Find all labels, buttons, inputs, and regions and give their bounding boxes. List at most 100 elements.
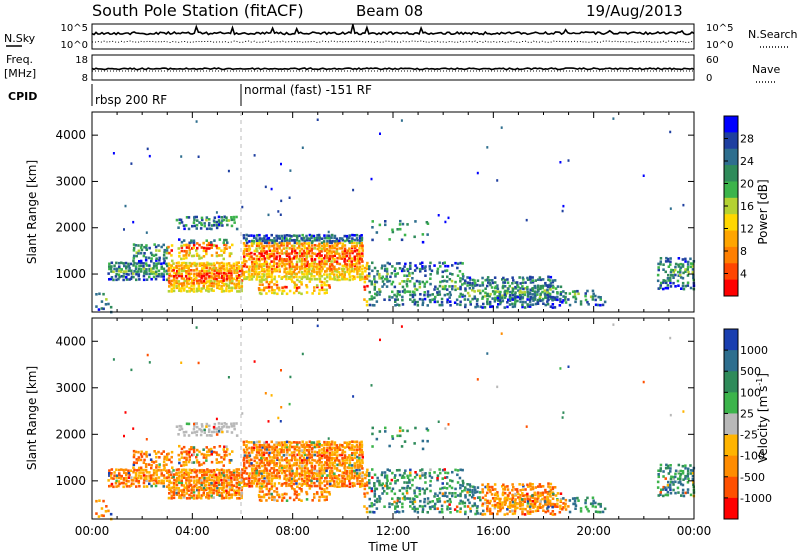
power-cell [456,287,460,290]
power-cell [305,238,309,242]
velocity-cell [316,479,319,483]
velocity-cell [518,498,521,501]
velocity-cell [218,445,222,448]
power-cell [142,274,146,278]
power-cell [225,247,228,250]
power-cell [195,276,198,280]
power-cell [255,275,259,279]
velocity-cell [102,499,105,503]
velocity-cell [262,456,266,459]
velocity-cell [221,425,224,429]
power-cell [325,244,329,247]
power-cell [202,280,206,283]
power-cell [439,280,442,284]
velocity-cell [406,474,409,478]
velocity-cell [528,498,532,501]
power-cell [406,269,410,273]
power-cell [466,291,470,295]
velocity-cell [295,463,298,467]
power-cell [315,267,319,271]
power-cell [305,234,308,238]
velocity-cell [238,480,241,484]
power-cell [363,285,366,289]
power-cell [667,265,671,268]
power-cell [295,239,299,242]
velocity-cell [521,512,524,516]
velocity-cell [301,461,304,465]
velocity-cell [491,504,494,507]
velocity-cell [508,491,511,495]
power-cell [145,272,148,276]
vel-cbar-tick-label: -500 [740,471,765,484]
power-cell [366,274,369,277]
power-cell [275,269,279,273]
power-cell [415,288,419,292]
velocity-cell [657,473,660,476]
velocity-cell [503,497,506,501]
vel-cbar-swatch [724,392,738,414]
velocity-cell [143,476,146,480]
velocity-cell [263,441,266,445]
velocity-cell [662,485,665,489]
velocity-cell [258,462,262,465]
velocity-cell [198,481,201,485]
velocity-cell [292,482,296,486]
velocity-cell [225,484,229,488]
power-cell [225,267,228,270]
power-cell [311,240,314,243]
power-cell [188,274,191,278]
power-cell [454,285,457,288]
power-cell [518,276,521,279]
velocity-cell [245,451,248,454]
velocity-cell [237,489,240,492]
velocity-cell [333,457,336,460]
velocity-cell [267,479,271,483]
velocity-cell [243,462,246,465]
power-cell [423,291,426,294]
velocity-cell [137,480,141,483]
power-cell [333,265,336,269]
velocity-cell [684,474,687,478]
velocity-cell [220,473,223,476]
velocity-cell [273,469,276,472]
power-cell [168,285,171,288]
velocity-cell [343,466,346,470]
velocity-cell [356,455,359,459]
power-cell [681,265,685,268]
power-cell [549,284,552,288]
power-cell [391,265,394,268]
power-cell [192,243,196,247]
velocity-cell [118,473,121,477]
velocity-cell [213,486,216,490]
power-cell [298,275,301,279]
power-cell [270,275,273,279]
power-cell [497,290,500,293]
power-cell [155,249,158,252]
power-cell [112,270,115,274]
velocity-cell [158,465,161,469]
velocity-cell [384,426,387,430]
power-cell [409,293,412,297]
power-cell [306,237,309,240]
velocity-cell [296,485,299,488]
power-cell [554,298,558,301]
velocity-cell [476,490,479,494]
velocity-cell [516,490,519,494]
velocity-cell [288,469,291,473]
power-cell [295,267,299,270]
power-cell [396,272,399,275]
velocity-cell [353,440,356,444]
nave-tick-low: 0 [706,73,712,84]
velocity-cell [425,427,429,431]
velocity-cell [478,496,481,499]
velocity-cell [328,476,332,480]
power-cell [213,216,217,219]
power-cell [360,234,363,237]
velocity-cell [278,495,281,499]
power-cell [328,247,332,250]
power-cell [196,287,199,291]
velocity-cell [419,499,422,503]
power-cell [278,247,281,250]
velocity-cell [469,507,472,510]
velocity-cell [677,463,681,467]
